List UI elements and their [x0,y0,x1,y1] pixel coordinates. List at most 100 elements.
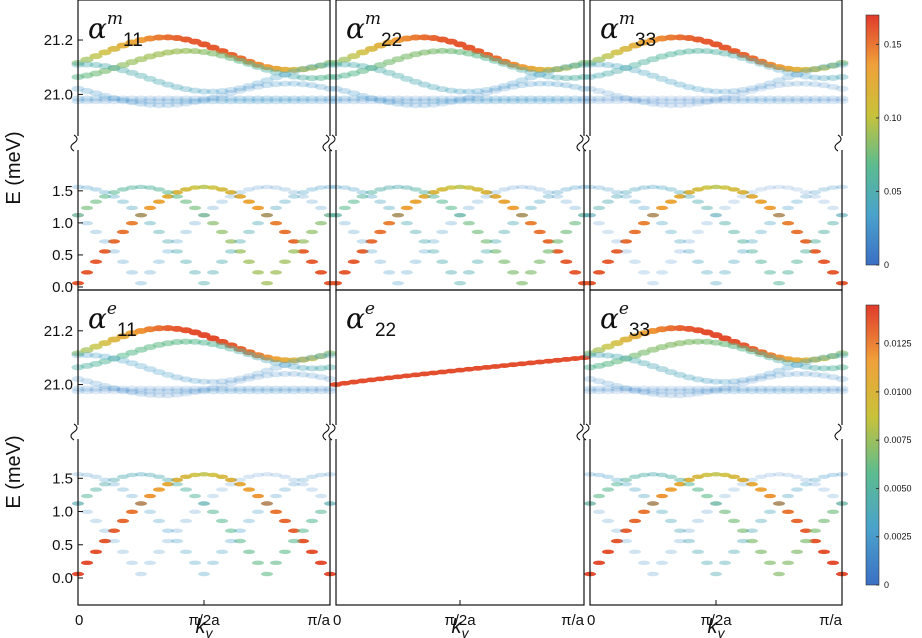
data-point [646,100,660,107]
data-point [488,95,502,102]
data-point [261,501,273,506]
data-point [260,388,274,395]
data-point [620,481,632,487]
data-point [89,380,103,387]
data-point [306,549,318,555]
data-point [170,388,184,395]
data-point [746,538,758,544]
data-point [116,98,130,105]
data-point [700,95,714,102]
data-point [180,199,192,204]
data-point [108,528,120,533]
data-point [480,239,493,244]
data-point [356,249,369,254]
data-point [710,571,722,577]
data-point [700,388,714,395]
data-point [287,388,301,395]
data-point [809,481,821,487]
data-point [754,373,768,380]
data-point [782,560,794,566]
data-point [243,487,255,492]
data-point [107,355,121,362]
data-point [826,74,840,81]
data-point [710,501,722,506]
y-tick-label: 1.5 [52,470,73,487]
data-point [746,194,758,199]
data-point [592,352,606,359]
axis-break-mark [582,423,590,441]
axis-break-mark [70,134,78,152]
data-point [764,493,776,499]
data-point [818,259,830,264]
data-point [296,356,310,363]
data-point [135,571,147,577]
data-point [809,239,821,244]
data-point [391,95,405,102]
data-point [107,385,121,392]
data-point [462,185,475,190]
data-point [610,388,624,395]
data-point [728,259,740,264]
data-point [144,472,156,478]
data-point [382,69,396,76]
data-point [764,509,776,515]
data-point [279,518,291,524]
data-point [189,220,201,226]
data-point [207,205,219,211]
data-point [400,75,414,82]
data-point [117,474,129,480]
data-point [197,95,211,102]
data-point [764,560,776,566]
data-point [225,249,237,254]
data-point [152,392,166,399]
data-point [754,351,768,358]
data-point [296,98,310,105]
data-point [488,85,502,92]
data-point [516,184,528,190]
data-point [80,88,94,95]
data-point [656,185,668,190]
data-point [619,64,633,71]
data-point [233,375,247,382]
data-point [754,388,768,395]
data-point [288,477,300,483]
data-point [107,388,121,395]
data-point [736,98,750,105]
data-point [506,63,520,70]
panel-title: αm11 [88,9,143,51]
data-point [279,259,291,264]
title-subscript: 22 [381,30,402,51]
data-point [117,187,129,192]
data-point [746,239,758,244]
data-point [279,187,291,192]
data-point [206,94,220,101]
data-point [418,102,432,109]
data-point [198,571,210,577]
data-point [116,387,130,394]
data-point [134,385,148,392]
data-point [80,378,94,385]
data-point [243,474,255,480]
data-point [647,472,659,477]
data-point [700,385,714,392]
data-point [80,56,94,63]
data-point [710,212,722,218]
data-point [772,82,786,89]
data-point [808,95,822,102]
data-point [242,98,256,105]
data-point [171,481,183,487]
data-point [338,98,352,105]
data-point [179,98,193,105]
data-point [515,98,529,105]
data-point [818,487,830,492]
data-point [306,474,318,480]
data-point [453,97,467,104]
data-point [817,82,831,89]
data-point [610,95,624,102]
data-point [270,560,282,566]
data-point [270,205,282,211]
data-point [515,95,529,102]
data-point [601,352,615,359]
x-axis-label: ky [452,616,470,638]
colorbar-gradient [865,14,880,266]
